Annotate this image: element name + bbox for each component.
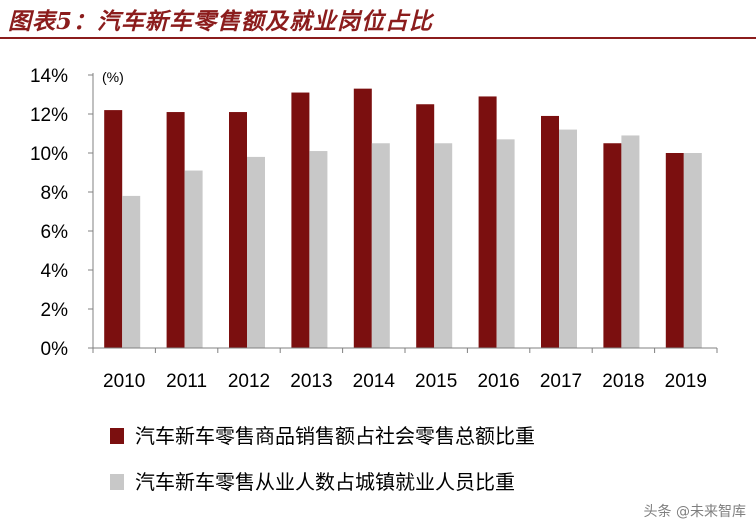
- bar-series-1-2018: [603, 143, 622, 348]
- y-tick-label: 14%: [30, 66, 68, 87]
- y-tick-label: 2%: [41, 300, 69, 321]
- bar-series-2-2018: [621, 135, 640, 348]
- title-divider: [0, 37, 756, 39]
- legend-swatch-1: [110, 428, 124, 444]
- bar-series-2-2017: [559, 129, 577, 348]
- labels-layer: 2010 2011 2012 2013 2014 2015 2016 2017 2018 2019…: [30, 66, 707, 392]
- bar-series-1-2012: [229, 112, 247, 348]
- bar-series-2-2011: [184, 170, 203, 348]
- bar-series-1-2013: [291, 92, 310, 348]
- figure-title: 图表5：汽车新车零售额及就业岗位占比: [8, 8, 434, 35]
- bar-series-2-2013: [309, 151, 328, 348]
- x-tick-label: 2010: [103, 371, 145, 392]
- watermark: 头条 @未来智库: [643, 504, 746, 520]
- x-tick-label: 2014: [353, 371, 396, 392]
- unit-label: (%): [102, 69, 124, 85]
- bar-series-1-2019: [665, 153, 684, 348]
- bar-series-1-2017: [541, 115, 559, 348]
- bar-series-1-2016: [478, 96, 497, 348]
- legend-swatch-2: [110, 474, 124, 490]
- bar-series-2-2010: [122, 195, 141, 348]
- x-tick-label: 2017: [540, 371, 582, 392]
- bar-series-2-2015: [434, 143, 453, 348]
- x-tick-label: 2015: [415, 371, 457, 392]
- bar-series-1-2015: [416, 104, 435, 348]
- bar-series-1-2010: [104, 110, 123, 348]
- bar-series-2-2012: [247, 156, 265, 348]
- y-tick-label: 6%: [41, 222, 69, 243]
- x-tick-label: 2019: [665, 371, 707, 392]
- y-tick-label: 4%: [41, 261, 69, 282]
- axes-layer: [88, 73, 718, 353]
- legend-label-2: 汽车新车零售从业人数占城镇就业人员比重: [135, 470, 515, 494]
- x-tick-label: 2018: [602, 371, 644, 392]
- legend-label-1: 汽车新车零售商品销售额占社会零售总额比重: [135, 424, 535, 448]
- bar-series-1-2014: [353, 88, 372, 349]
- x-tick-label: 2012: [228, 371, 270, 392]
- y-tick-label: 0%: [41, 339, 69, 360]
- y-tick-label: 8%: [41, 183, 69, 204]
- bar-series-1-2011: [166, 112, 185, 348]
- bars-layer: [104, 88, 702, 349]
- bar-series-2-2016: [496, 139, 515, 348]
- y-tick-label: 12%: [30, 105, 68, 126]
- x-tick-label: 2013: [290, 371, 332, 392]
- x-tick-label: 2011: [166, 371, 207, 392]
- x-tick-label: 2016: [477, 371, 519, 392]
- bar-series-2-2014: [371, 143, 390, 348]
- y-tick-label: 10%: [30, 144, 68, 165]
- bar-series-2-2019: [683, 153, 702, 348]
